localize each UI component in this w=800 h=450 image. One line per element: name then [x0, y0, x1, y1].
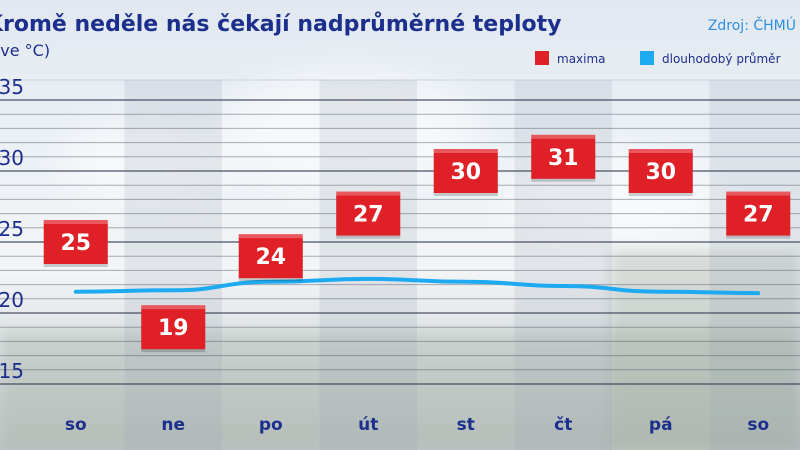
legend-average: dlouhodobý průměr — [640, 51, 781, 66]
legend-average-label: dlouhodobý průměr — [662, 52, 781, 66]
maxima-box — [238, 234, 303, 279]
maxima-box — [433, 149, 498, 193]
maxima-value-label: 30 — [450, 160, 481, 185]
maxima-box-highlight — [141, 305, 206, 310]
y-tick-label: 15 — [0, 359, 24, 383]
x-tick-label: so — [65, 415, 87, 435]
x-tick-label: pá — [649, 415, 673, 435]
x-tick-label: st — [457, 415, 475, 435]
legend-maxima-label: maxima — [557, 52, 606, 66]
x-tick-label: út — [358, 415, 378, 435]
x-tick-label: po — [259, 415, 283, 435]
maxima-box — [141, 305, 206, 350]
maxima-box-highlight — [726, 191, 791, 196]
column-band — [124, 80, 222, 450]
maxima-box-highlight — [238, 234, 303, 239]
x-tick-label: čt — [554, 415, 572, 435]
source-label: Zdroj: ČHMÚ — [707, 18, 796, 34]
column-band — [319, 80, 417, 450]
legend-maxima: maxima — [535, 51, 606, 66]
chart-title: Kromě neděle nás čekají nadprůměrné tepl… — [0, 12, 562, 37]
maxima-box-highlight — [531, 134, 596, 139]
chart-subtitle: (ve °C) — [0, 41, 51, 60]
column-band — [709, 80, 800, 450]
y-tick-label: 25 — [0, 217, 24, 241]
maxima-box — [43, 220, 108, 264]
maxima-value-label: 30 — [645, 160, 676, 185]
maxima-box — [726, 191, 791, 236]
average-line — [73, 276, 761, 296]
y-tick-label: 30 — [0, 146, 24, 170]
maxima-box — [336, 191, 401, 236]
maxima-box-highlight — [628, 149, 693, 153]
y-tick-label: 20 — [0, 288, 24, 312]
maxima-box — [628, 149, 693, 193]
legend-maxima-swatch — [535, 51, 549, 65]
maxima-box-highlight — [433, 149, 498, 153]
y-tick-label: 35 — [0, 75, 24, 99]
x-tick-label: ne — [161, 415, 185, 435]
maxima-box-highlight — [336, 191, 401, 196]
x-tick-label: so — [747, 415, 769, 435]
maxima-value-label: 19 — [158, 316, 189, 341]
maxima-box-highlight — [43, 220, 108, 224]
maxima-value-label: 25 — [60, 231, 91, 256]
legend-average-swatch — [640, 51, 654, 65]
maxima-value-label: 31 — [548, 146, 579, 171]
maxima-value-label: 27 — [353, 203, 384, 228]
maxima-value-label: 24 — [255, 245, 286, 270]
maxima-value-label: 27 — [743, 203, 774, 228]
maxima-box — [531, 134, 596, 179]
